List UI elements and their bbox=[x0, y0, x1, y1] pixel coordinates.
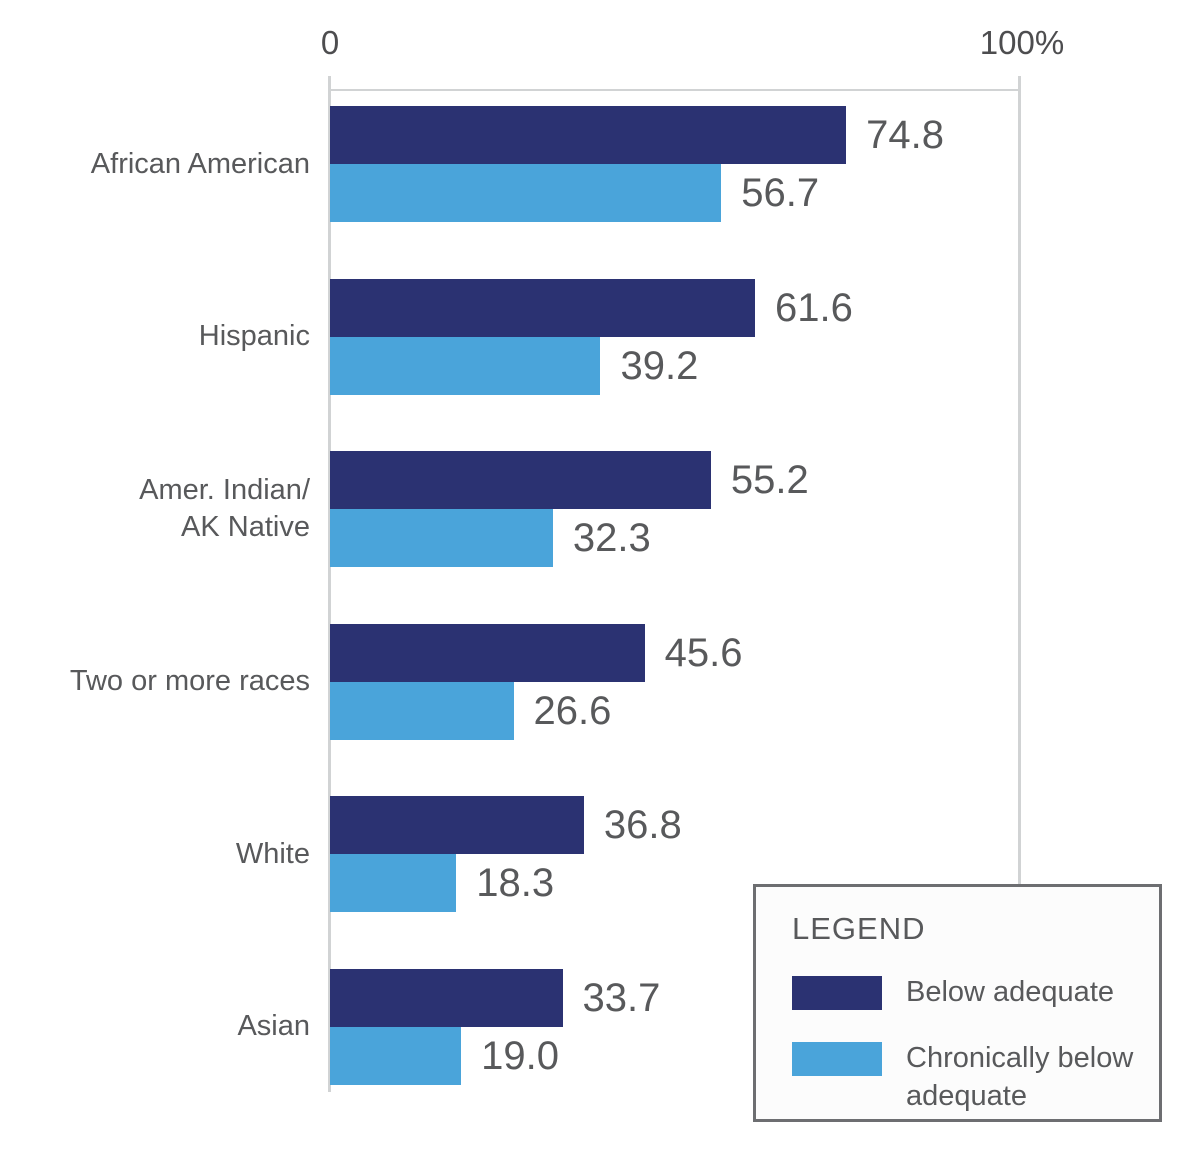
x-axis-tick-max: 100% bbox=[979, 24, 1065, 61]
bar-chronically-below-adequate bbox=[330, 1026, 462, 1085]
legend-swatch-chronically-below-adequate bbox=[792, 1042, 882, 1076]
bar-value-label: 36.8 bbox=[603, 803, 682, 847]
bar-value-label: 18.3 bbox=[476, 861, 555, 905]
bar-chronically-below-adequate bbox=[330, 854, 457, 912]
y-axis-line-left bbox=[328, 76, 331, 1092]
bar-chronically-below-adequate bbox=[330, 509, 553, 567]
bar-below-adequate bbox=[330, 968, 563, 1027]
bar-value-label: 56.7 bbox=[741, 171, 820, 215]
category-label: African American bbox=[90, 147, 310, 180]
bar-value-label: 45.6 bbox=[664, 630, 743, 675]
legend: LEGEND Below adequate Chronically below … bbox=[753, 884, 1162, 1122]
bar-chronically-below-adequate bbox=[330, 681, 514, 740]
bar-below-adequate bbox=[330, 451, 711, 509]
category-label: Asian bbox=[237, 1010, 310, 1042]
x-axis-line-top bbox=[330, 89, 1020, 91]
category-label: Amer. Indian/ AK Native bbox=[139, 474, 310, 543]
bar-value-label: 39.2 bbox=[620, 343, 699, 388]
bar-value-label: 74.8 bbox=[866, 113, 944, 157]
bar-below-adequate bbox=[330, 796, 584, 854]
bar-value-label: 32.3 bbox=[572, 516, 651, 560]
category-label: White bbox=[235, 837, 310, 870]
legend-item-chronically-below-adequate: Chronically below adequate bbox=[792, 1039, 1139, 1115]
legend-item-below-adequate: Below adequate bbox=[792, 973, 1139, 1011]
x-axis-tick-min: 0 bbox=[320, 24, 340, 61]
legend-swatch-below-adequate bbox=[792, 976, 882, 1010]
bar-value-label: 26.6 bbox=[533, 688, 612, 733]
bar-value-label: 33.7 bbox=[582, 975, 661, 1020]
y-axis-line-right bbox=[1018, 76, 1021, 1092]
category-label: Two or more races bbox=[69, 665, 310, 697]
bar-value-label: 19.0 bbox=[481, 1033, 559, 1078]
bar-below-adequate bbox=[330, 106, 847, 164]
bar-value-label: 55.2 bbox=[730, 458, 809, 502]
bar-chronically-below-adequate bbox=[330, 164, 722, 222]
bar-below-adequate bbox=[330, 623, 645, 682]
bar-value-label: 61.6 bbox=[775, 285, 853, 330]
bar-chronically-below-adequate bbox=[330, 336, 601, 395]
legend-label-below-adequate: Below adequate bbox=[906, 976, 1114, 1008]
legend-title: LEGEND bbox=[792, 911, 926, 946]
bar-below-adequate bbox=[330, 278, 756, 337]
category-label: Hispanic bbox=[198, 320, 310, 352]
legend-label-chronically-below-adequate: Chronically below adequate bbox=[906, 1042, 1134, 1112]
